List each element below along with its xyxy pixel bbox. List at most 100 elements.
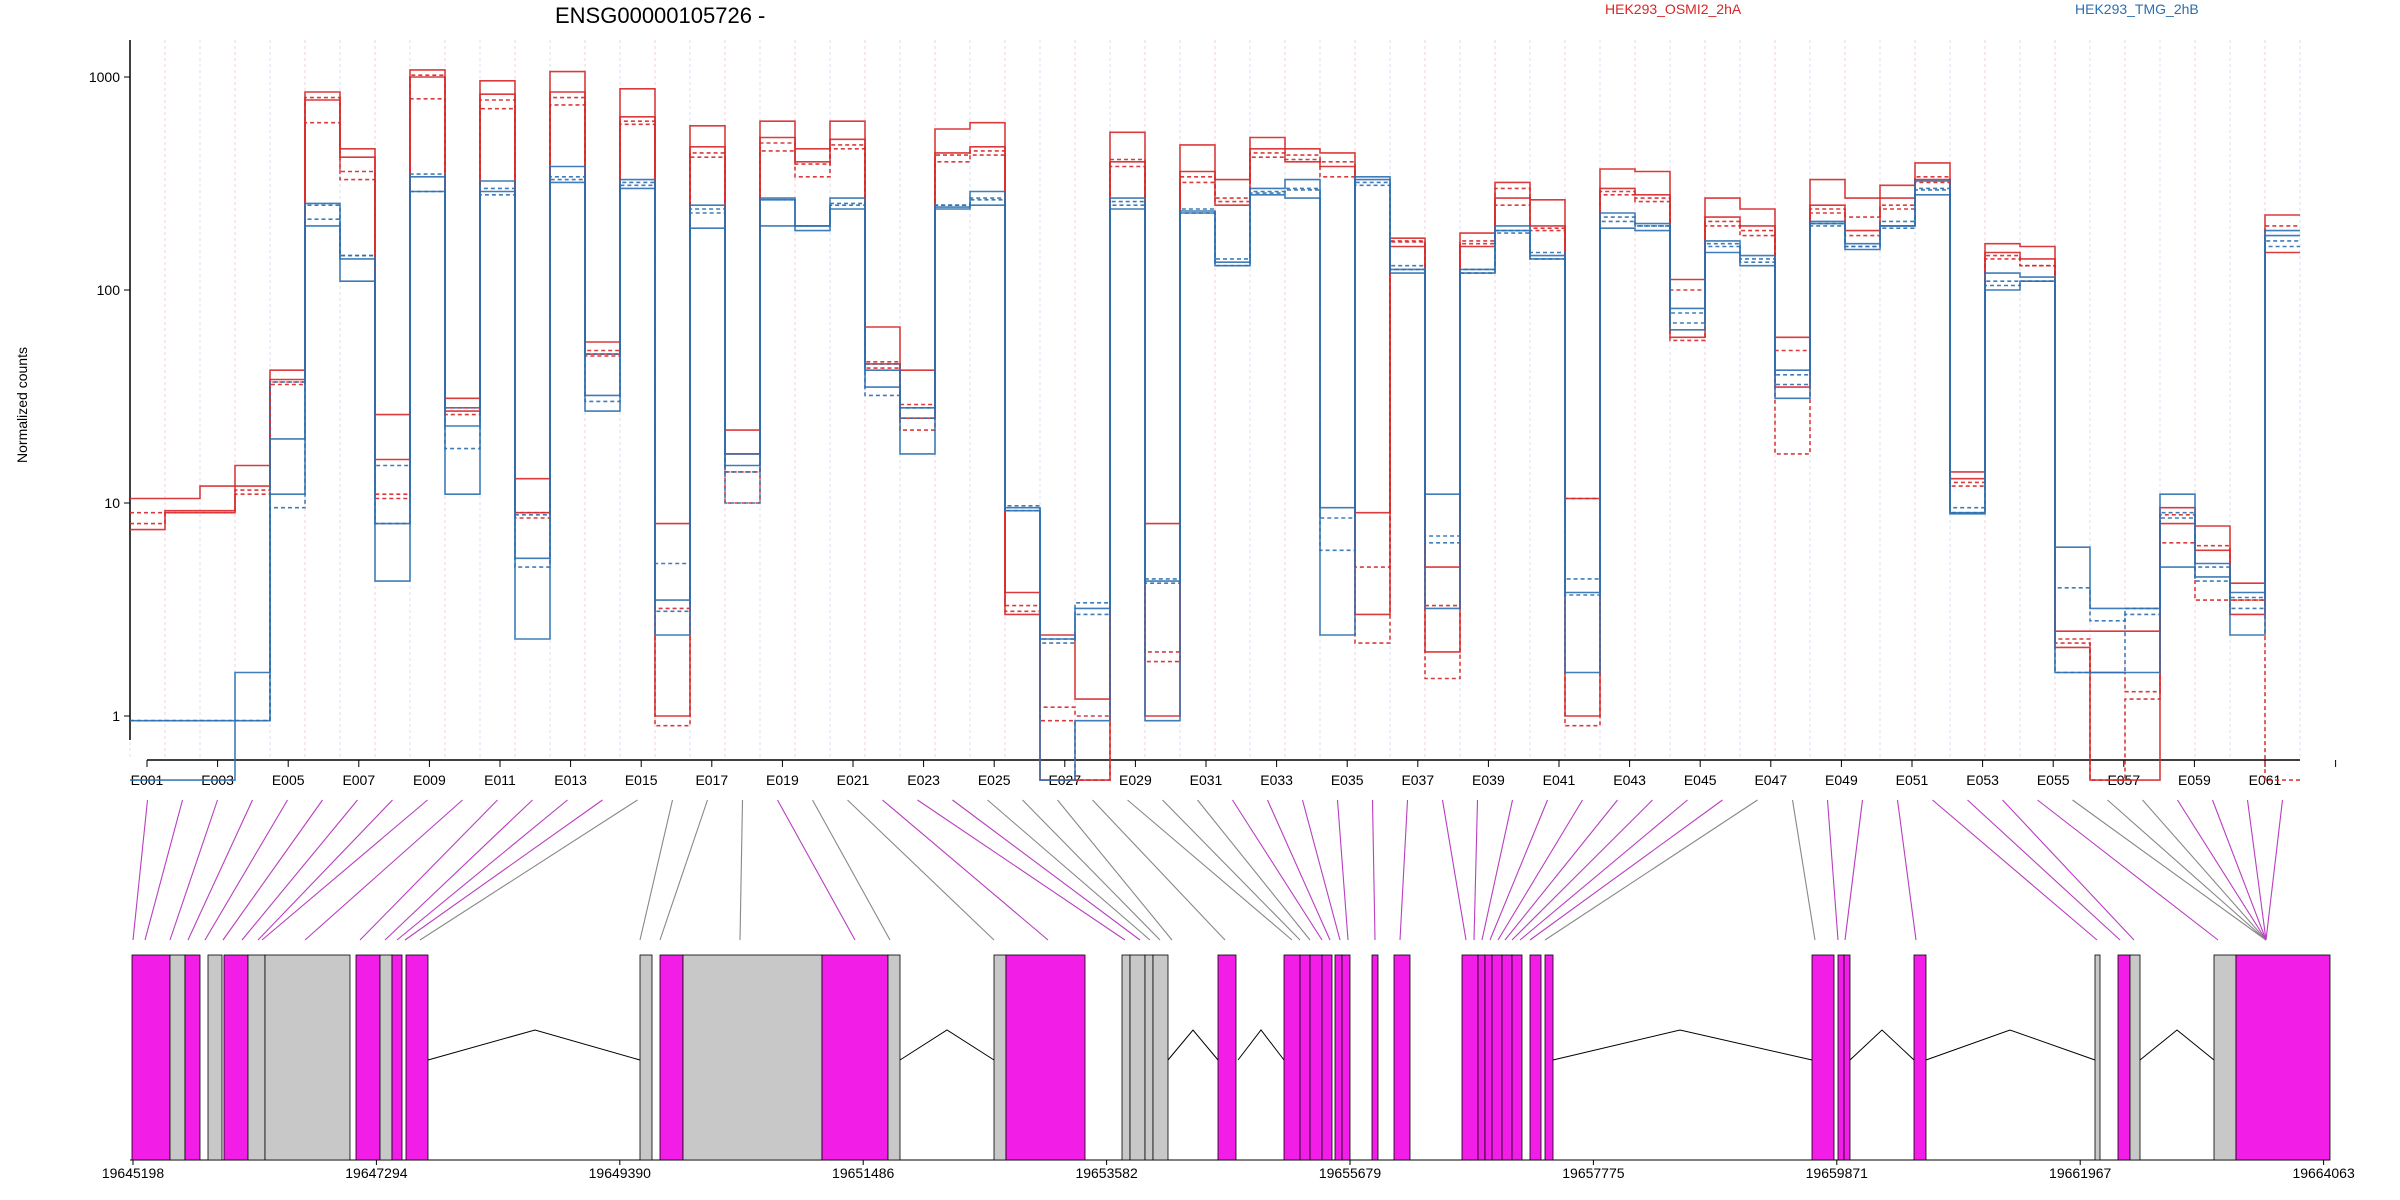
intron-line (899, 1029, 995, 1061)
exon-box-tested (1341, 954, 1351, 1161)
genomic-tick-label: 19659871 (1806, 1165, 1869, 1181)
exon-connector-line (1967, 799, 2121, 941)
intron-line (1849, 1029, 1915, 1061)
x-tick-label: E041 (1543, 772, 1576, 788)
exon-connector-line (1826, 799, 1839, 941)
exon-connector-line (1336, 799, 1349, 941)
genomic-tick-label: 19647294 (345, 1165, 408, 1181)
x-tick-label: E051 (1896, 772, 1929, 788)
exon-connector-line (1022, 799, 1161, 941)
x-tick-label: E021 (837, 772, 870, 788)
exon-connector-line (261, 799, 428, 941)
series-layer (130, 69, 2300, 781)
genomic-tick-label: 19653582 (1075, 1165, 1138, 1181)
genomic-tick-label: 19649390 (589, 1165, 652, 1181)
exon-connector-line (1519, 799, 1688, 941)
exon-box-tested (355, 954, 381, 1161)
exon-box-tested (2117, 954, 2131, 1161)
exon-box-untested (169, 954, 186, 1161)
exon-box-tested (1283, 954, 1301, 1161)
exon-connectors (132, 799, 2284, 941)
exon-box-tested (223, 954, 249, 1161)
exon-connector-line (1844, 799, 1864, 941)
genomic-tick-label: 19645198 (102, 1165, 165, 1181)
exon-box-untested (264, 954, 351, 1161)
exon-box-tested (1843, 954, 1851, 1161)
genomic-tick-label: 19655679 (1319, 1165, 1382, 1181)
exon-connector-line (396, 799, 568, 941)
exon-box-tested (1334, 954, 1343, 1161)
exon-box-tested (405, 954, 429, 1161)
x-tick-label: E005 (272, 772, 305, 788)
series-line-tmg (130, 178, 2300, 722)
exon-box-untested (1121, 954, 1131, 1161)
exon-box-tested (1484, 954, 1493, 1161)
exon-connector-line (812, 799, 891, 941)
x-tick-label: E035 (1331, 772, 1364, 788)
x-tick-label: E017 (695, 772, 728, 788)
exon-connector-line (404, 799, 603, 941)
x-tick-label: E013 (554, 772, 587, 788)
exon-connector-line (2265, 799, 2284, 941)
exon-box-untested (1144, 954, 1154, 1161)
exon-connector-line (1896, 799, 1917, 941)
exon-connector-line (1544, 799, 1758, 941)
y-tick-label: 1000 (89, 69, 120, 85)
exon-connector-line (1511, 799, 1653, 941)
exon-connector-line (2211, 799, 2267, 941)
x-tick-label: E037 (1401, 772, 1434, 788)
exon-box-untested (639, 954, 653, 1161)
y-axis-label: Normalized counts (14, 347, 30, 463)
exon-box-untested (247, 954, 266, 1161)
x-tick-label: E059 (2178, 772, 2211, 788)
x-tick-label: E031 (1190, 772, 1223, 788)
x-tick-label: E019 (766, 772, 799, 788)
exon-box-tested (1837, 954, 1845, 1161)
exon-connector-line (2246, 799, 2267, 941)
exon-connector-line (2177, 799, 2267, 941)
exon-box-tested (1491, 954, 1503, 1161)
exon-box-tested (1477, 954, 1486, 1161)
exon-connector-line (639, 799, 674, 941)
exon-connector-line (739, 799, 744, 941)
x-tick-label: E015 (625, 772, 658, 788)
exon-box-tested (1309, 954, 1323, 1161)
exon-box-untested (682, 954, 823, 1161)
exon-box-tested (2235, 954, 2331, 1161)
exon-connector-line (987, 799, 1151, 941)
intron-line (427, 1029, 641, 1061)
exon-connector-line (1481, 799, 1514, 941)
exon-connector-line (359, 799, 498, 941)
exon-connector-line (917, 799, 1126, 941)
series-line-tmg (130, 173, 2300, 722)
exon-connector-line (1301, 799, 1341, 941)
exon-connector-line (1162, 799, 1301, 941)
x-tick-label: E053 (1966, 772, 1999, 788)
exon-connector-line (1529, 799, 1723, 941)
exon-box-untested (2129, 954, 2141, 1161)
exon-box-untested (993, 954, 1007, 1161)
intron-line (1167, 1029, 1219, 1061)
exon-connector-line (169, 799, 219, 941)
exon-box-tested (1913, 954, 1927, 1161)
intron-line (2139, 1029, 2215, 1061)
exon-connector-line (1497, 799, 1583, 941)
exon-connector-line (2072, 799, 2267, 941)
exon-box-tested (1393, 954, 1411, 1161)
x-tick-label: E033 (1260, 772, 1293, 788)
exon-connector-line (1441, 799, 1467, 941)
exon-connector-line (2142, 799, 2267, 941)
x-tick-label: E023 (907, 772, 940, 788)
x-tick-label: E049 (1825, 772, 1858, 788)
exon-connector-line (241, 799, 358, 941)
exon-connector-line (2002, 799, 2135, 941)
genomic-axis: 19645198 19647294 19649390 19651486 19653582… (102, 1160, 2355, 1181)
exon-connector-line (2107, 799, 2267, 941)
y-tick-label: 100 (97, 282, 121, 298)
exon-connector-line (1057, 799, 1173, 941)
exon-box-tested (1529, 954, 1542, 1161)
exon-box-tested (821, 954, 889, 1161)
exon-connector-line (1791, 799, 1816, 941)
